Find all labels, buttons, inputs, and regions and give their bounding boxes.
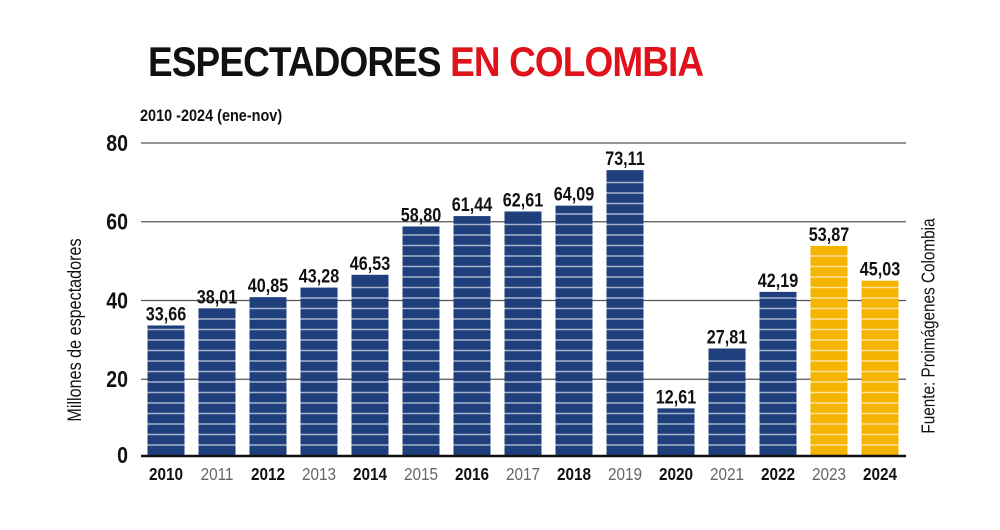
bar-2019 [606, 170, 644, 455]
bar-2021 [708, 348, 746, 455]
x-tick-label: 2021 [710, 464, 744, 484]
y-tick-label: 60 [106, 209, 128, 235]
value-label: 12,61 [656, 386, 697, 408]
x-tick-label: 2022 [761, 464, 795, 484]
value-label: 27,81 [707, 326, 748, 348]
x-tick-label: 2024 [863, 464, 898, 484]
x-tick-label: 2014 [353, 464, 388, 484]
bar-2024 [861, 280, 899, 455]
x-tick-label: 2023 [812, 464, 846, 484]
value-label: 33,66 [146, 303, 187, 325]
x-tick-label: 2011 [201, 464, 234, 484]
bar-2017 [504, 211, 542, 455]
x-tick-label: 2013 [302, 464, 336, 484]
x-tick-label: 2018 [557, 464, 591, 484]
bar-2010 [147, 325, 185, 455]
bar-2016 [453, 216, 491, 455]
y-tick-label: 80 [106, 131, 128, 157]
bar-2012 [249, 297, 287, 455]
bar-2020 [657, 408, 695, 455]
x-tick-label: 2019 [608, 464, 642, 484]
value-label: 61,44 [452, 194, 493, 216]
chart-subtitle: 2010 -2024 (ene-nov) [140, 106, 283, 125]
y-tick-label: 20 [106, 367, 128, 393]
value-label: 62,61 [503, 189, 544, 211]
y-tick-label: 0 [117, 443, 128, 469]
value-label: 42,19 [758, 270, 799, 292]
value-label: 43,28 [299, 265, 340, 287]
y-tick-label: 40 [106, 288, 128, 314]
value-label: 73,11 [605, 148, 645, 170]
value-label: 64,09 [554, 183, 595, 205]
x-tick-label: 2016 [455, 464, 489, 484]
value-label: 40,85 [248, 275, 289, 297]
bar-2014 [351, 274, 389, 455]
chart-title: ESPECTADORES EN COLOMBIA [148, 38, 704, 86]
bar-2022 [759, 291, 797, 455]
value-label: 46,53 [350, 253, 391, 275]
bar-2018 [555, 205, 593, 455]
value-label: 45,03 [860, 258, 901, 280]
value-label: 53,87 [809, 224, 850, 246]
x-tick-label: 2010 [149, 464, 183, 484]
x-tick-label: 2017 [506, 464, 540, 484]
x-tick-label: 2020 [659, 464, 693, 484]
value-label: 58,80 [401, 204, 442, 226]
title-part-1: ESPECTADORES [148, 38, 442, 85]
title-part-2: EN COLOMBIA [450, 38, 704, 85]
x-tick-label: 2012 [251, 464, 285, 484]
value-label: 38,01 [197, 286, 238, 308]
x-tick-label: 2015 [404, 464, 438, 484]
